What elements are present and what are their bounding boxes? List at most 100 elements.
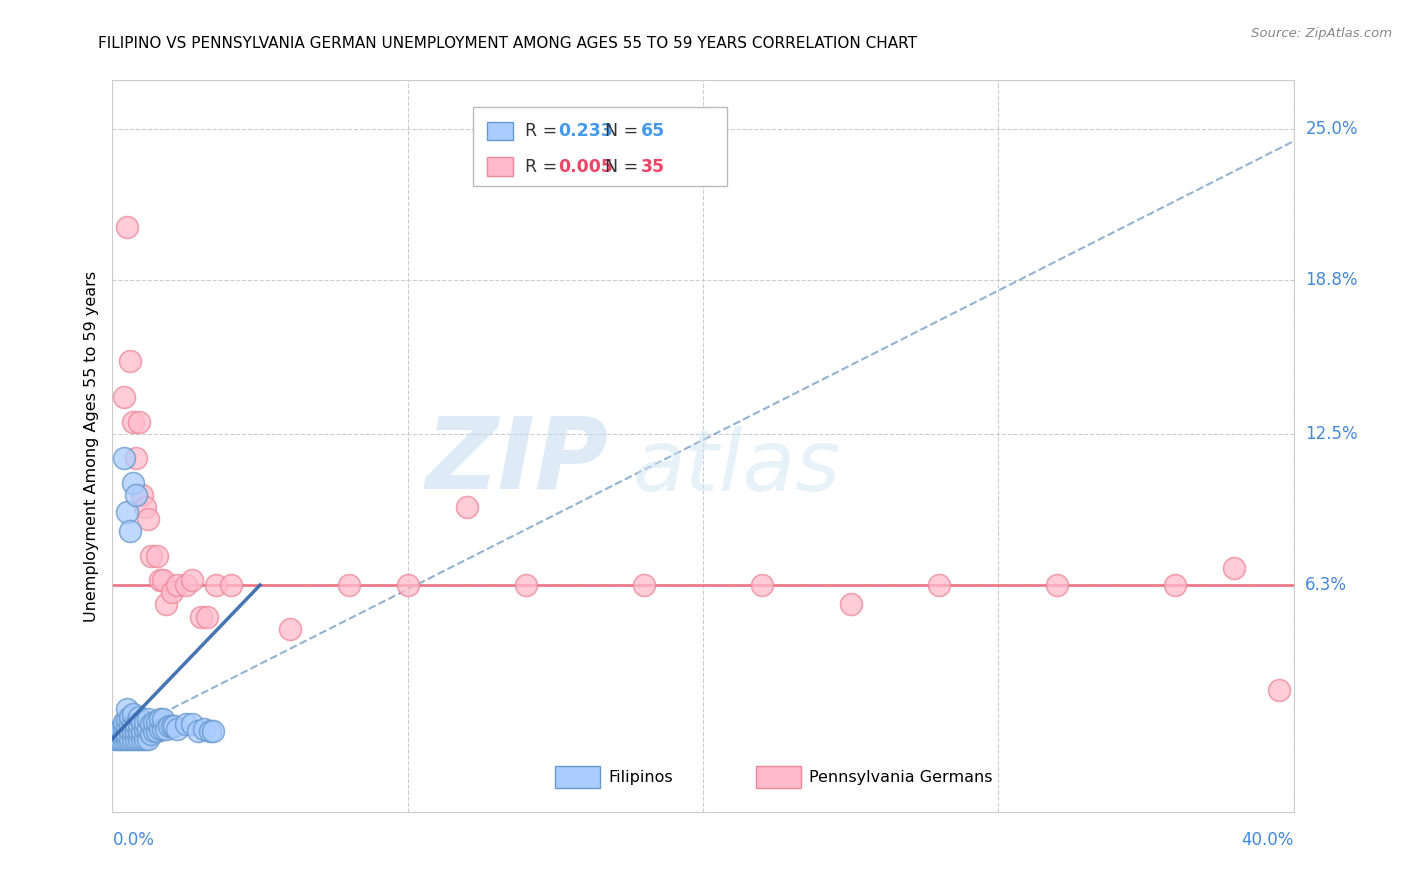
Point (120, 717, 142, 731)
Point (142, 714, 165, 729)
Text: 35: 35 (640, 158, 665, 176)
Point (112, 390, 135, 404)
Point (160, 719, 183, 733)
Point (205, 578, 228, 592)
Text: atlas: atlas (633, 426, 841, 509)
Point (120, 709, 142, 723)
Text: 0.005: 0.005 (558, 158, 613, 176)
Point (112, 719, 135, 733)
Text: R =: R = (524, 158, 562, 176)
Point (112, 731, 135, 746)
Point (142, 724, 165, 739)
Point (163, 719, 186, 733)
FancyBboxPatch shape (486, 122, 513, 140)
Text: N =: N = (605, 122, 644, 140)
Point (456, 500, 478, 514)
Point (928, 578, 950, 592)
Point (157, 719, 180, 733)
Point (134, 714, 156, 729)
Text: R =: R = (524, 122, 562, 140)
Point (195, 609, 218, 624)
Point (122, 717, 145, 731)
Point (181, 717, 204, 731)
Point (117, 719, 138, 733)
Point (117, 731, 138, 746)
Point (1223, 561, 1246, 575)
Text: 0.233: 0.233 (558, 122, 613, 140)
Point (125, 488, 148, 502)
Point (112, 451, 135, 466)
Point (117, 219, 138, 234)
Point (125, 451, 148, 466)
Y-axis label: Unemployment Among Ages 55 to 59 years: Unemployment Among Ages 55 to 59 years (83, 270, 98, 622)
Text: 6.3%: 6.3% (1305, 576, 1347, 594)
Point (193, 722, 215, 736)
Point (136, 512, 159, 526)
Point (1268, 682, 1291, 697)
Point (155, 598, 177, 612)
Point (149, 573, 172, 587)
Point (122, 707, 145, 722)
Point (128, 717, 150, 731)
Point (201, 724, 224, 739)
Point (278, 622, 301, 636)
FancyBboxPatch shape (756, 766, 801, 789)
Text: 25.0%: 25.0% (1305, 120, 1358, 138)
Text: Pennsylvania Germans: Pennsylvania Germans (810, 770, 993, 785)
Point (139, 727, 162, 741)
Point (107, 731, 129, 746)
Point (136, 712, 159, 726)
Point (190, 609, 212, 624)
Point (112, 727, 135, 741)
Point (166, 722, 188, 736)
Point (152, 712, 174, 726)
Point (122, 724, 145, 739)
Text: FILIPINO VS PENNSYLVANIA GERMAN UNEMPLOYMENT AMONG AGES 55 TO 59 YEARS CORRELATI: FILIPINO VS PENNSYLVANIA GERMAN UNEMPLOY… (98, 36, 918, 51)
Point (149, 722, 172, 736)
FancyBboxPatch shape (555, 766, 600, 789)
Point (117, 727, 138, 741)
Point (131, 714, 153, 729)
Point (125, 731, 148, 746)
Point (1046, 578, 1069, 592)
Point (107, 724, 129, 739)
Text: N =: N = (605, 158, 644, 176)
Point (174, 717, 197, 731)
Point (198, 724, 221, 739)
Point (122, 475, 145, 490)
Point (134, 722, 156, 736)
Point (181, 573, 204, 587)
Point (125, 717, 148, 731)
Text: 40.0%: 40.0% (1241, 831, 1294, 849)
Text: Source: ZipAtlas.com: Source: ZipAtlas.com (1251, 27, 1392, 40)
Point (136, 722, 159, 736)
Point (146, 724, 169, 739)
Point (139, 549, 162, 563)
Point (104, 731, 127, 746)
Point (155, 722, 177, 736)
Point (146, 714, 169, 729)
Point (337, 578, 360, 592)
Point (146, 549, 169, 563)
Text: 18.8%: 18.8% (1305, 271, 1358, 289)
Point (117, 505, 138, 519)
Point (839, 598, 862, 612)
Text: Filipinos: Filipinos (609, 770, 673, 785)
FancyBboxPatch shape (486, 158, 513, 176)
Point (166, 578, 188, 592)
Point (128, 724, 150, 739)
Point (219, 578, 242, 592)
Point (112, 714, 135, 729)
Point (187, 724, 209, 739)
Point (149, 712, 172, 726)
Point (120, 731, 142, 746)
Point (131, 731, 153, 746)
Point (131, 488, 153, 502)
Point (633, 578, 655, 592)
Point (515, 578, 537, 592)
Point (122, 415, 145, 429)
Point (134, 731, 156, 746)
Point (110, 722, 132, 736)
Point (139, 717, 162, 731)
Text: ZIP: ZIP (426, 412, 609, 509)
